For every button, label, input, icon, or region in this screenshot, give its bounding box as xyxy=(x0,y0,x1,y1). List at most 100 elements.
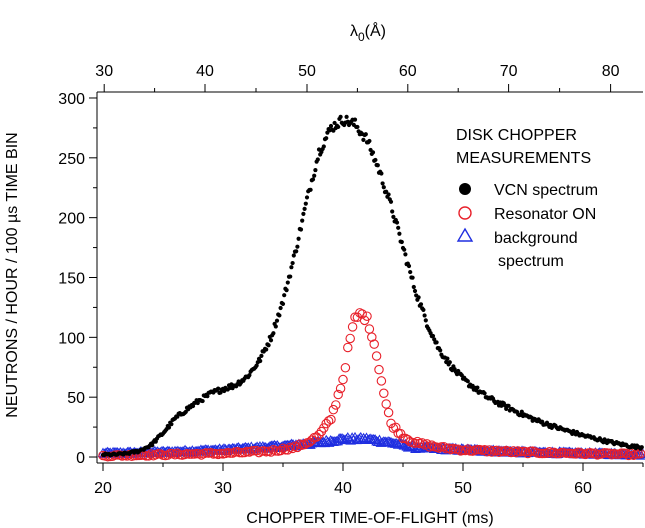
y-tick-label: 100 xyxy=(58,330,85,347)
data-point xyxy=(451,444,461,454)
data-point xyxy=(417,438,427,448)
data-point xyxy=(403,252,408,257)
x-tick-label: 40 xyxy=(334,480,352,497)
data-point xyxy=(623,450,634,461)
data-point xyxy=(371,351,382,361)
data-point xyxy=(264,347,269,352)
data-point xyxy=(205,394,210,399)
y-tick-label: 150 xyxy=(58,271,85,288)
data-point xyxy=(391,214,396,219)
bottom-axis: 20 30 40 50 60 xyxy=(94,463,644,497)
x-axis-title: CHOPPER TIME-OF-FLIGHT (ms) xyxy=(246,510,493,527)
data-point xyxy=(386,192,391,197)
data-point xyxy=(308,187,313,192)
data-point xyxy=(282,293,287,298)
data-point xyxy=(519,409,524,414)
data-point xyxy=(288,274,293,279)
data-point xyxy=(384,189,389,194)
data-point xyxy=(299,439,310,450)
data-point xyxy=(418,302,424,307)
data-point xyxy=(460,445,471,456)
data-point xyxy=(371,435,382,446)
data-point xyxy=(170,449,180,460)
data-point xyxy=(523,448,533,459)
top-axis-title: λ0(Å) xyxy=(350,21,386,44)
data-point xyxy=(361,137,366,142)
data-point xyxy=(400,433,411,444)
data-point xyxy=(410,275,415,280)
data-point xyxy=(611,449,622,459)
data-point xyxy=(312,173,317,178)
data-point xyxy=(520,446,531,457)
data-point xyxy=(394,220,400,225)
data-point xyxy=(289,265,294,270)
data-point xyxy=(364,324,375,334)
data-point xyxy=(412,288,418,294)
x-tick-label: 60 xyxy=(574,480,592,497)
data-point xyxy=(141,451,151,461)
data-point xyxy=(374,364,384,375)
data-point xyxy=(399,239,404,245)
data-point xyxy=(338,374,348,385)
data-point xyxy=(491,445,502,456)
series-1 xyxy=(98,308,645,462)
data-point xyxy=(367,138,372,144)
data-point xyxy=(379,388,389,399)
data-point xyxy=(287,443,298,454)
legend: DISK CHOPPER MEASUREMENTS VCN spectrum R… xyxy=(456,127,598,270)
top-tick-label: 40 xyxy=(196,63,214,80)
data-point xyxy=(568,449,579,459)
data-point xyxy=(391,422,401,433)
data-point xyxy=(352,117,358,122)
data-point xyxy=(295,244,300,249)
data-point xyxy=(169,422,174,427)
plot-frame xyxy=(96,91,643,464)
data-point xyxy=(187,449,197,459)
data-point xyxy=(410,438,420,448)
data-point xyxy=(331,400,341,410)
data-point xyxy=(254,447,264,458)
data-point xyxy=(362,311,372,321)
data-point xyxy=(475,385,480,390)
data-point xyxy=(388,199,394,204)
data-point xyxy=(247,373,252,378)
data-point xyxy=(430,333,436,339)
data-point xyxy=(196,450,207,460)
data-point xyxy=(621,448,631,459)
data-point xyxy=(274,318,280,323)
data-point xyxy=(336,124,341,130)
data-point xyxy=(284,288,289,293)
data-point xyxy=(434,443,444,453)
y-tick-label: 300 xyxy=(58,91,85,108)
data-point xyxy=(544,447,555,457)
data-point xyxy=(268,338,274,343)
data-point xyxy=(150,443,155,448)
data-point xyxy=(335,383,346,394)
data-point xyxy=(465,379,470,384)
data-point xyxy=(302,206,307,212)
data-point xyxy=(290,260,295,266)
data-point xyxy=(340,363,351,373)
data-point xyxy=(434,340,439,345)
data-point xyxy=(376,376,387,386)
data-point xyxy=(296,236,301,241)
top-tick-label: 80 xyxy=(602,63,620,80)
data-point xyxy=(479,445,490,455)
legend-label-background-spectrum-line-1: background xyxy=(494,230,578,247)
data-point xyxy=(397,231,402,236)
data-point xyxy=(225,448,235,458)
data-point xyxy=(311,432,322,442)
data-point xyxy=(482,446,492,457)
data-point xyxy=(381,399,391,409)
data-point xyxy=(639,445,644,450)
y-tick-label: 250 xyxy=(58,151,85,168)
data-point xyxy=(357,309,367,319)
y-tick-label: 0 xyxy=(76,450,85,467)
series-0 xyxy=(100,114,644,458)
data-point xyxy=(367,332,377,342)
top-tick-label: 60 xyxy=(399,63,417,80)
data-point xyxy=(438,348,443,353)
top-axis-title-symbol: λ xyxy=(350,23,358,40)
top-tick-label: 30 xyxy=(95,63,113,80)
